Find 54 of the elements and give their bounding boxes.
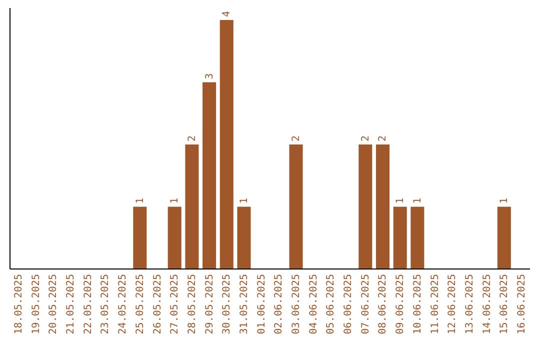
x-tick-label: 14.06.2025 bbox=[482, 274, 493, 334]
data-label: 1 bbox=[499, 198, 510, 204]
x-tick-label: 31.05.2025 bbox=[238, 274, 250, 334]
x-tick-label: 18.05.2025 bbox=[14, 274, 24, 334]
x-tick-label: 02.06.2025 bbox=[274, 274, 285, 334]
x-tick-label: 27.05.2025 bbox=[170, 274, 181, 334]
bar bbox=[497, 206, 511, 269]
x-tick-label: 04.06.2025 bbox=[308, 274, 320, 334]
x-tick-label: 26.05.2025 bbox=[152, 274, 164, 334]
x-tick-label: 28.05.2025 bbox=[186, 274, 198, 334]
bar bbox=[393, 206, 407, 269]
data-label: 1 bbox=[170, 198, 181, 204]
bar bbox=[220, 20, 234, 269]
x-tick-label: 12.06.2025 bbox=[447, 274, 458, 334]
data-label: 1 bbox=[134, 198, 146, 204]
x-tick-label: 07.06.2025 bbox=[360, 274, 372, 334]
x-tick-label: 01.06.2025 bbox=[256, 274, 268, 334]
x-tick-label: 08.06.2025 bbox=[378, 274, 389, 334]
bar bbox=[289, 144, 303, 269]
x-tick-label: 25.05.2025 bbox=[134, 274, 146, 334]
data-label: 2 bbox=[291, 135, 302, 142]
bar bbox=[376, 144, 390, 269]
x-tick-label: 20.05.2025 bbox=[48, 274, 60, 334]
x-tick-label: 21.05.2025 bbox=[66, 274, 77, 334]
x-tick-label: 29.05.2025 bbox=[204, 274, 216, 334]
data-label: 4 bbox=[222, 10, 233, 17]
x-tick-label: 11.06.2025 bbox=[430, 274, 441, 334]
x-tick-label: 13.06.2025 bbox=[464, 274, 476, 334]
data-label: 2 bbox=[186, 135, 198, 142]
x-tick-label: 24.05.2025 bbox=[118, 274, 129, 334]
x-tick-label: 23.05.2025 bbox=[100, 274, 112, 334]
x-tick-label: 19.05.2025 bbox=[30, 274, 42, 334]
x-tick-label: 16.06.2025 bbox=[516, 274, 528, 334]
bar bbox=[133, 206, 147, 269]
x-tick-label: 06.06.2025 bbox=[343, 274, 354, 334]
data-label: 2 bbox=[378, 135, 389, 142]
data-label: 1 bbox=[238, 198, 250, 204]
bar bbox=[358, 144, 372, 269]
x-tick-label: 03.06.2025 bbox=[291, 274, 302, 334]
bar bbox=[185, 144, 199, 269]
bar bbox=[168, 206, 182, 269]
data-label: 2 bbox=[360, 135, 372, 142]
x-tick-label: 15.06.2025 bbox=[499, 274, 510, 334]
x-tick-label: 30.05.2025 bbox=[222, 274, 233, 334]
data-label: 3 bbox=[204, 73, 216, 80]
data-label: 1 bbox=[412, 198, 424, 204]
x-tick-label: 05.06.2025 bbox=[326, 274, 337, 334]
bar bbox=[410, 206, 424, 269]
x-tick-label: 22.05.2025 bbox=[82, 274, 94, 334]
bar bbox=[237, 206, 251, 269]
data-label: 1 bbox=[395, 198, 406, 204]
x-tick-label: 10.06.2025 bbox=[412, 274, 424, 334]
bar bbox=[202, 82, 216, 269]
x-tick-label: 09.06.2025 bbox=[395, 274, 406, 334]
